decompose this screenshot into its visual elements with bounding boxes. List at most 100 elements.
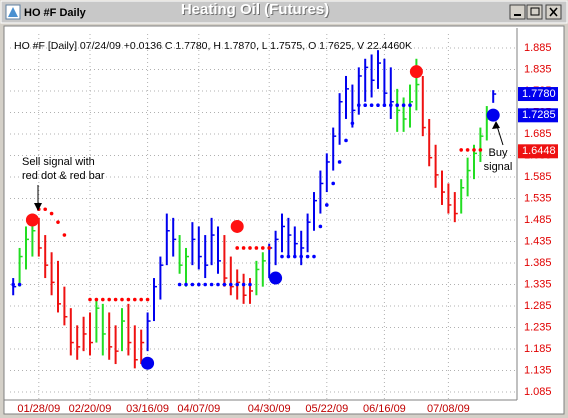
stop-dot <box>241 282 246 287</box>
stop-dot <box>331 181 336 186</box>
stop-dot <box>197 282 201 287</box>
y-tick-label: 1.235 <box>524 321 552 333</box>
chart-area <box>3 25 565 415</box>
price-tag <box>518 144 558 159</box>
stop-dot <box>133 297 137 302</box>
x-tick-label: 06/16/09 <box>363 403 406 415</box>
x-tick-label: 04/07/09 <box>177 403 220 415</box>
x-tick-label: 07/08/09 <box>427 403 470 415</box>
stop-dot <box>472 148 476 152</box>
stop-dot <box>120 297 124 302</box>
price-tag-label: 1.7285 <box>522 109 556 121</box>
y-tick-label: 1.835 <box>524 63 552 75</box>
annotation-arrow <box>496 125 504 146</box>
stop-dot <box>190 282 195 287</box>
annotation: Buy <box>489 147 508 159</box>
y-tick-label: 1.535 <box>524 192 552 204</box>
y-tick-label: 1.485 <box>524 214 552 226</box>
stop-dot <box>478 148 483 152</box>
stop-dot <box>113 297 118 302</box>
x-tick-label: 01/28/09 <box>17 403 60 415</box>
signal-dot <box>230 219 244 233</box>
stop-dot <box>216 282 220 287</box>
price-tag <box>518 87 558 102</box>
x-tick-label: 05/22/09 <box>305 403 348 415</box>
y-tick-label: 1.085 <box>524 386 552 398</box>
price-tag <box>518 108 558 123</box>
stop-dot <box>222 282 227 287</box>
maximize-glyph <box>530 7 540 16</box>
stop-dot <box>209 282 214 287</box>
stop-dot <box>350 121 355 126</box>
y-tick-label: 1.685 <box>524 128 552 140</box>
y-tick-label: 1.135 <box>524 364 552 376</box>
signal-dot <box>409 65 423 79</box>
y-tick-label: 1.885 <box>524 42 552 54</box>
annotation-arrowhead <box>34 203 42 211</box>
stop-dot <box>17 282 22 287</box>
stop-dot <box>318 224 323 229</box>
stop-dot <box>248 282 252 287</box>
signal-dot <box>25 213 39 227</box>
signal-dot <box>141 356 155 370</box>
stop-dot <box>126 297 131 302</box>
stop-dot <box>286 254 291 259</box>
stop-dot <box>389 103 393 108</box>
y-tick-label: 1.435 <box>524 235 552 247</box>
stop-dot <box>401 103 406 108</box>
stop-dot <box>88 297 92 302</box>
signal-dot <box>269 271 283 285</box>
annotation: red dot & red bar <box>22 170 105 182</box>
stop-dot <box>11 282 15 287</box>
stop-dot <box>101 297 105 302</box>
stop-dot <box>177 282 182 287</box>
minimize-button[interactable] <box>509 4 526 20</box>
y-tick-label: 1.385 <box>524 257 552 269</box>
close-glyph <box>549 7 558 17</box>
stop-dot <box>203 282 207 287</box>
stop-dot <box>280 254 284 259</box>
x-tick-label: 04/30/09 <box>248 403 291 415</box>
stop-dot <box>344 138 348 143</box>
stop-dot <box>363 103 368 108</box>
annotation: Sell signal with <box>22 156 95 168</box>
signal-dot <box>486 108 500 122</box>
window-buttons <box>509 4 562 20</box>
stop-dot <box>267 246 272 250</box>
stop-dot <box>261 246 265 250</box>
info-line: HO #F [Daily] 07/24/09 +0.0136 C 1.7780,… <box>14 40 412 52</box>
stop-dot <box>184 282 188 287</box>
stop-dot <box>43 207 47 212</box>
stop-dot <box>94 297 99 302</box>
stop-dot <box>299 254 304 259</box>
stop-dot <box>408 103 412 108</box>
stop-dot <box>145 297 150 302</box>
stop-dot <box>305 254 310 259</box>
stop-dot <box>357 103 361 108</box>
stop-dot <box>382 103 387 108</box>
stop-dot <box>465 148 470 152</box>
stop-dot <box>235 282 239 287</box>
stop-dot <box>241 246 246 250</box>
annotation-arrowhead <box>492 121 500 129</box>
y-tick-label: 1.185 <box>524 343 552 355</box>
stop-dot <box>254 246 259 250</box>
title-bar <box>0 0 568 24</box>
stop-dot <box>312 254 316 259</box>
y-tick-label: 1.335 <box>524 278 552 290</box>
window-icon-glyph <box>8 7 18 17</box>
maximize-button[interactable] <box>526 4 543 20</box>
annotation: signal <box>484 161 513 173</box>
stop-dot <box>337 160 342 164</box>
stop-dot <box>229 282 233 287</box>
stop-dot <box>376 103 380 108</box>
price-tag-label: 1.7780 <box>522 88 556 100</box>
stop-dot <box>369 103 374 108</box>
chart-title-shadow: Heating Oil (Futures) <box>182 2 330 19</box>
stop-dot <box>248 246 252 250</box>
stop-dot <box>62 233 67 237</box>
y-tick-label: 1.285 <box>524 300 552 312</box>
price-tag-label: 1.6448 <box>522 145 556 157</box>
x-tick-label: 02/20/09 <box>69 403 112 415</box>
